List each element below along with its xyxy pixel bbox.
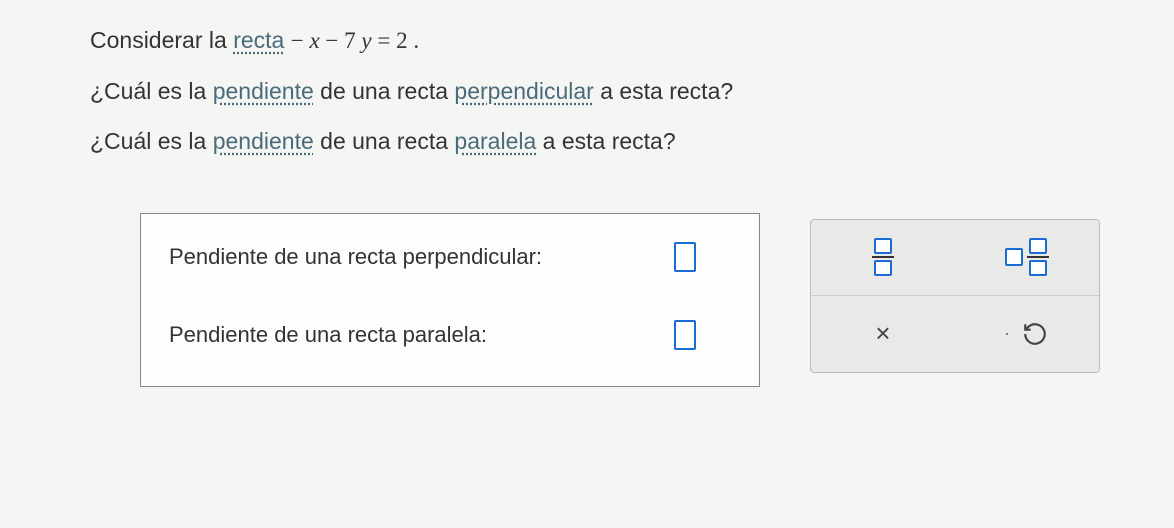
- tool-undo[interactable]: ·: [955, 296, 1099, 372]
- tool-clear[interactable]: ×: [811, 296, 955, 372]
- text-considerar: Considerar la: [90, 27, 233, 53]
- close-icon: ×: [875, 318, 890, 349]
- text-q1-suffix: a esta recta?: [600, 78, 733, 104]
- keyword-perpendicular[interactable]: perpendicular: [454, 78, 593, 104]
- keyword-paralela[interactable]: paralela: [454, 128, 536, 154]
- tool-mixed-number[interactable]: [955, 220, 1099, 296]
- keyword-pendiente-2[interactable]: pendiente: [213, 128, 314, 154]
- answer-row-paralela: Pendiente de una recta paralela:: [169, 320, 731, 350]
- keyword-pendiente-1[interactable]: pendiente: [213, 78, 314, 104]
- answer-box: Pendiente de una recta perpendicular: Pe…: [140, 213, 760, 387]
- input-paralela[interactable]: [674, 320, 696, 350]
- text-q2-mid: de una recta: [320, 128, 454, 154]
- text-q2-prefix: ¿Cuál es la: [90, 128, 213, 154]
- question-line-2: ¿Cuál es la pendiente de una recta perpe…: [90, 75, 1154, 107]
- answer-row-perpendicular: Pendiente de una recta perpendicular:: [169, 242, 731, 272]
- tool-panel: × ·: [810, 219, 1100, 373]
- equation: − x − 7 y = 2 .: [291, 28, 419, 53]
- undo-icon: [1020, 321, 1050, 347]
- question-line-1: Considerar la recta − x − 7 y = 2 .: [90, 24, 1154, 57]
- mixed-number-icon: [1005, 238, 1049, 276]
- text-q1-prefix: ¿Cuál es la: [90, 78, 213, 104]
- label-paralela: Pendiente de una recta paralela:: [169, 322, 487, 348]
- question-line-3: ¿Cuál es la pendiente de una recta paral…: [90, 125, 1154, 157]
- label-perpendicular: Pendiente de una recta perpendicular:: [169, 244, 542, 270]
- text-q2-suffix: a esta recta?: [543, 128, 676, 154]
- input-perpendicular[interactable]: [674, 242, 696, 272]
- text-q1-mid: de una recta: [320, 78, 454, 104]
- keyword-recta[interactable]: recta: [233, 27, 284, 53]
- dot-icon: ·: [1004, 323, 1010, 344]
- tool-fraction[interactable]: [811, 220, 955, 296]
- fraction-icon: [872, 238, 894, 276]
